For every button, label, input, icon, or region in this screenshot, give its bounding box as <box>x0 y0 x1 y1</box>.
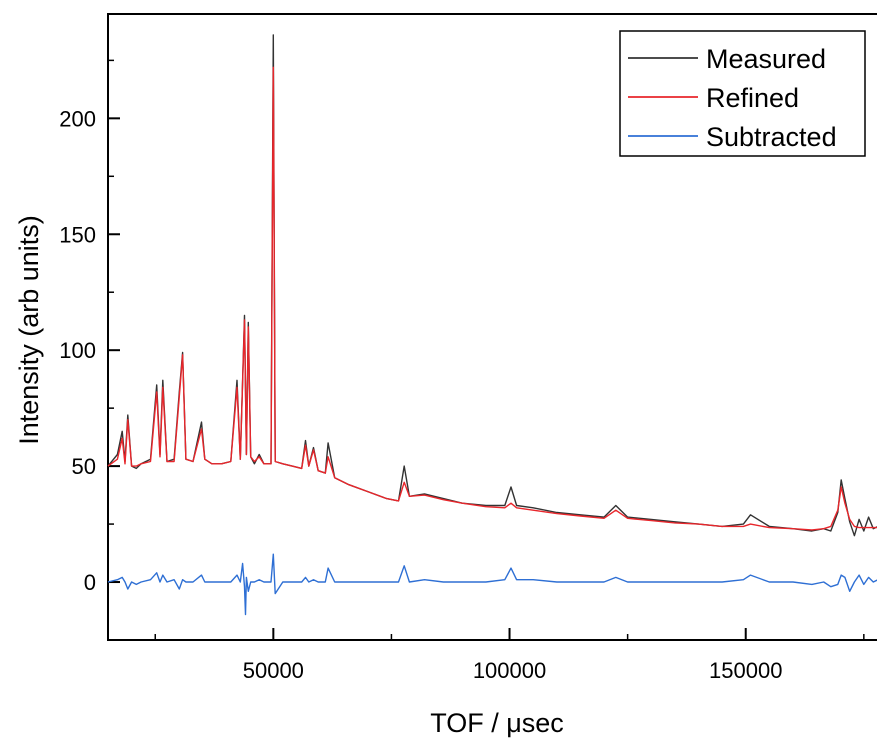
plot-frame <box>107 13 877 641</box>
y-tick-label: 100 <box>59 338 96 363</box>
series-line-refined <box>107 66 877 531</box>
legend-label: Refined <box>706 83 799 113</box>
series-layer <box>107 34 877 616</box>
y-tick-label: 200 <box>59 106 96 131</box>
series-line-subtracted <box>107 553 877 616</box>
y-tick-label: 150 <box>59 222 96 247</box>
y-axis-title: Intensity (arb units) <box>14 215 44 445</box>
x-tick-label: 100000 <box>473 658 546 683</box>
legend: Measured Refined Subtracted <box>619 30 866 157</box>
x-axis-title: TOF / μsec <box>430 708 564 738</box>
y-tick-label: 50 <box>72 454 96 479</box>
x-tick-label: 150000 <box>709 658 782 683</box>
y-tick-label: 0 <box>84 570 96 595</box>
y-axis-ticks: 0 50 100 150 200 <box>59 59 120 641</box>
legend-label: Measured <box>706 44 826 74</box>
x-axis-ticks: 50000 100000 150000 <box>154 628 865 683</box>
legend-label: Subtracted <box>706 122 837 152</box>
x-tick-label: 50000 <box>243 658 304 683</box>
